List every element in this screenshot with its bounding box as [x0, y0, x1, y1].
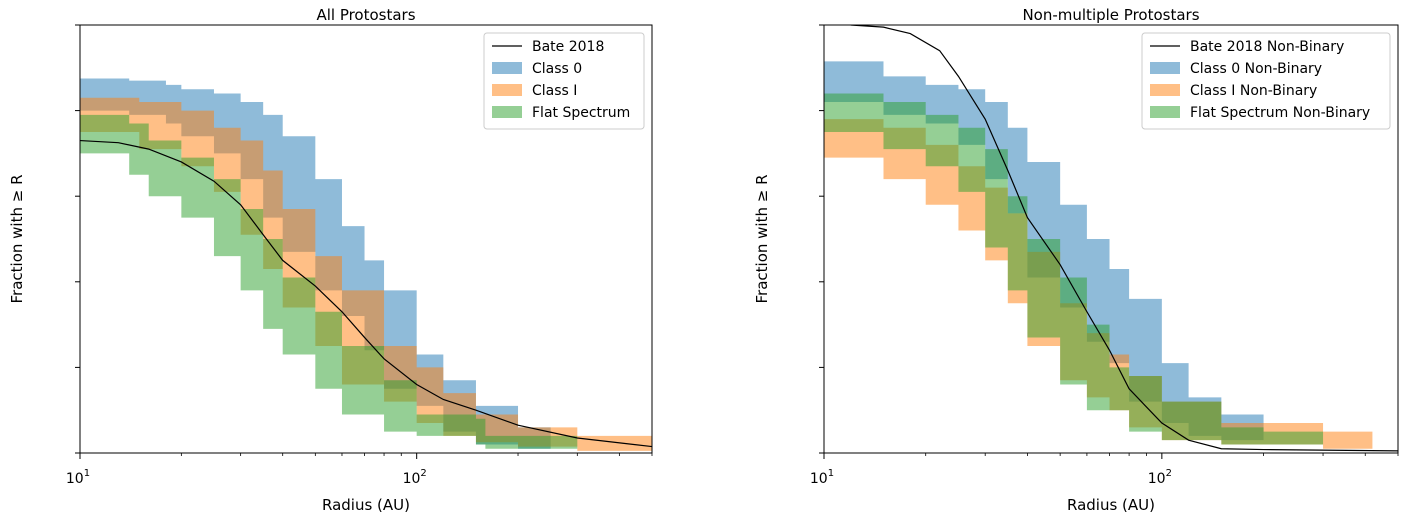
legend-swatch — [492, 106, 522, 118]
x-axis-label: Radius (AU) — [1067, 496, 1155, 514]
chart-title: All Protostars — [316, 6, 415, 24]
legend: Bate 2018 Class 0 Class I Flat Spectrum — [483, 32, 645, 130]
legend-swatch — [1150, 84, 1180, 96]
legend-item-class-0: Class 0 — [492, 61, 582, 77]
legend-label: Flat Spectrum — [532, 105, 630, 121]
legend-box — [1141, 32, 1391, 130]
x-tick-base: 10 — [1148, 471, 1166, 487]
legend-label: Class 0 — [532, 61, 582, 77]
line-bate-2018 — [80, 139, 652, 448]
legend-item-flat-spectrum-non-binary: Flat Spectrum Non-Binary — [1150, 105, 1370, 121]
x-tick-base: 10 — [403, 471, 421, 487]
legend-item-bate-2018-non-binary: Bate 2018 Non-Binary — [1150, 39, 1344, 55]
x-tick-base: 10 — [810, 471, 828, 487]
legend-swatch — [1150, 106, 1180, 118]
x-tick-exponent: 2 — [1166, 468, 1172, 479]
legend-item-class-i-non-binary: Class I Non-Binary — [1150, 83, 1317, 99]
legend-swatch — [492, 84, 522, 96]
x-axis-label: Radius (AU) — [322, 496, 410, 514]
legend-swatch — [1150, 62, 1180, 74]
x-tick-label: 101 — [810, 468, 834, 487]
x-tick-exponent: 1 — [828, 468, 834, 479]
y-axis-label: Fraction with ≥ R — [753, 175, 771, 304]
x-tick-label: 102 — [1148, 468, 1172, 487]
legend-swatch — [492, 62, 522, 74]
legend-label: Bate 2018 — [532, 39, 604, 55]
legend-label: Class 0 Non-Binary — [1190, 61, 1322, 77]
legend-item-class-i: Class I — [492, 83, 577, 99]
legend: Bate 2018 Non-Binary Class 0 Non-Binary Cl… — [1141, 32, 1391, 130]
legend-box — [483, 32, 645, 130]
x-tick-exponent: 1 — [84, 468, 90, 479]
x-tick-base: 10 — [66, 471, 84, 487]
band-flat-spectrum-non-binary — [824, 93, 1324, 445]
y-axis-label: Fraction with ≥ R — [8, 175, 26, 304]
legend-item-bate-2018: Bate 2018 — [492, 39, 604, 55]
legend-item-flat-spectrum: Flat Spectrum — [492, 105, 630, 121]
legend-label: Flat Spectrum Non-Binary — [1190, 105, 1370, 121]
chart-title: Non-multiple Protostars — [1022, 6, 1199, 24]
plot-frame — [823, 24, 1399, 454]
x-tick-label: 102 — [403, 468, 427, 487]
x-tick-exponent: 2 — [420, 468, 426, 479]
band-class-i-non-binary — [824, 119, 1373, 449]
legend-label: Class I — [532, 83, 577, 99]
legend-label: Bate 2018 Non-Binary — [1190, 39, 1344, 55]
line-bate-2018-non-binary — [850, 25, 1398, 452]
plot-frame — [79, 24, 653, 454]
legend-label: Class I Non-Binary — [1190, 83, 1317, 99]
band-flat-spectrum — [80, 114, 578, 449]
x-tick-label: 101 — [66, 468, 90, 487]
legend-item-class-0-non-binary: Class 0 Non-Binary — [1150, 61, 1322, 77]
